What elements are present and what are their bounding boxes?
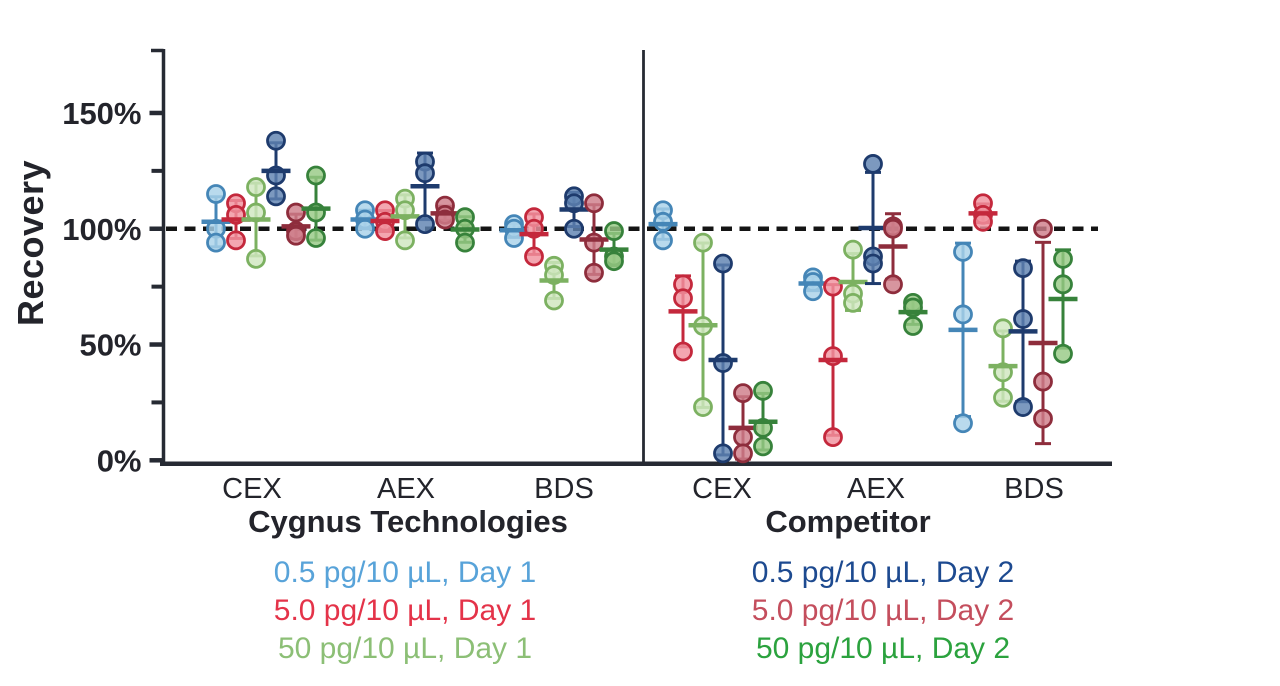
data-point [903,316,923,336]
data-point [733,383,753,404]
data-point [226,230,246,251]
data-point [266,130,286,151]
y-tick-label: 0% [97,443,142,478]
y-axis-title: Recovery [10,159,51,327]
data-point [246,177,266,197]
data-point [883,218,903,239]
data-point [953,413,973,434]
data-point [993,318,1013,339]
data-point [604,221,624,241]
data-point [1013,258,1033,279]
data-point [584,193,604,214]
legend-item-500pg-day2: 50 pg/10 µL, Day 2 [755,632,1011,665]
data-point [733,427,753,448]
data-point [375,221,395,241]
data-point [953,304,973,325]
data-point [693,397,713,417]
x-group-label: CEX [222,473,282,505]
data-point [993,387,1013,408]
data-point [693,232,713,253]
x-group-label: AEX [377,473,435,505]
y-tick-label: 100% [62,212,141,247]
legend-item-05pg-day1: 0.5 pg/10 µL, Day 1 [273,556,537,589]
data-point [673,341,693,362]
data-point [584,262,604,283]
data-point [673,288,693,309]
legend-item-50pg-day1: 5.0 pg/10 µL, Day 1 [273,594,537,627]
data-point [753,380,773,401]
data-point [415,163,435,184]
data-point [863,253,883,274]
data-point [843,239,863,260]
data-point [863,154,883,174]
data-point [1053,343,1073,364]
data-point [843,292,863,313]
data-point [286,202,306,223]
legend-item-50pg-day2: 5.0 pg/10 µL, Day 2 [751,594,1015,627]
data-point [564,218,584,239]
panel-title-cygnus: Cygnus Technologies [248,504,568,539]
x-group-label: BDS [534,473,594,505]
data-point [544,290,564,311]
x-group-label: CEX [692,473,752,505]
data-point [653,211,673,232]
data-point [823,276,843,297]
data-point [973,211,993,232]
x-group-label: AEX [847,473,905,505]
data-point [524,246,544,267]
data-point [1053,248,1073,269]
data-point [286,225,306,246]
data-point [883,274,903,295]
data-point [604,251,624,272]
data-point [306,228,326,248]
data-point [266,186,286,207]
data-point [455,232,475,253]
data-point [753,436,773,457]
data-point [1013,397,1033,417]
data-point [1013,309,1033,329]
y-tick-label: 150% [62,96,141,131]
x-group-label: BDS [1004,473,1064,505]
legend-item-500pg-day1: 50 pg/10 µL, Day 1 [277,632,533,665]
data-point [415,214,435,235]
panel-title-competitor: Competitor [765,504,931,539]
data-point [306,165,326,186]
data-point [713,253,733,274]
data-point [206,232,226,253]
data-point [1053,274,1073,295]
data-point [733,443,753,464]
data-point [1033,218,1053,239]
data-point [953,242,973,262]
data-point [395,230,415,251]
data-point [1033,408,1053,429]
data-point [206,184,226,204]
data-point [246,248,266,269]
data-point [653,230,673,251]
data-point [713,353,733,373]
legend-item-05pg-day2: 0.5 pg/10 µL, Day 2 [751,556,1015,589]
data-point [823,427,843,448]
y-tick-label: 50% [79,328,141,363]
data-point [1033,371,1053,392]
data-point [713,443,733,464]
